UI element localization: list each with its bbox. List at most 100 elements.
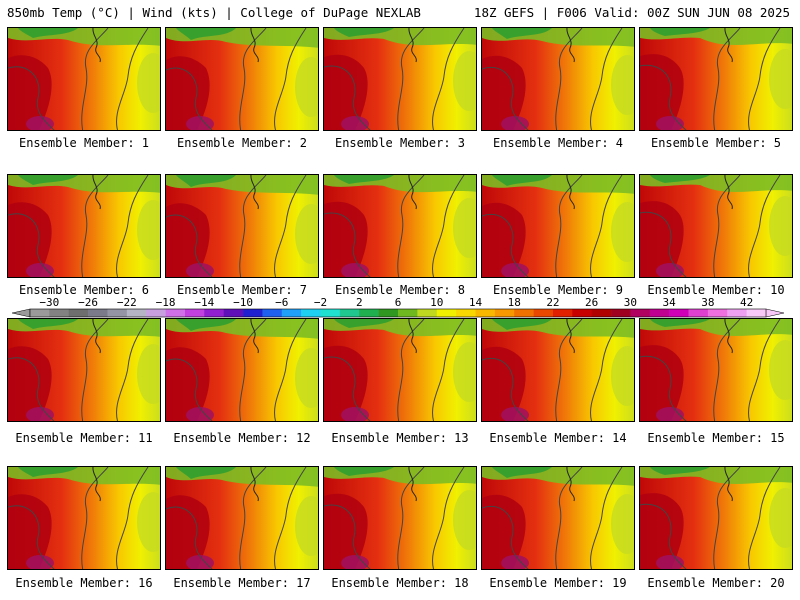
ensemble-map-panel — [639, 174, 793, 278]
ensemble-member-label: Ensemble Member: 13 — [331, 431, 469, 445]
colorbar-swatch — [669, 309, 689, 317]
ensemble-map-panel — [481, 27, 635, 131]
ensemble-member-label: Ensemble Member: 6 — [18, 283, 150, 297]
ensemble-member-label: Ensemble Member: 10 — [647, 283, 785, 297]
colorbar-swatch — [68, 309, 89, 317]
colorbar-swatch — [184, 309, 205, 317]
colorbar-swatch — [533, 309, 554, 317]
colorbar-swatch — [88, 309, 108, 317]
colorbar-swatch — [649, 309, 670, 317]
colorbar-swatch — [320, 309, 341, 317]
colorbar-tick-label: 34 — [663, 296, 677, 309]
ensemble-map-panel — [481, 174, 635, 278]
colorbar-swatch — [243, 309, 263, 317]
ensemble-map-panel — [7, 466, 161, 570]
ensemble-member-label: Ensemble Member: 17 — [173, 576, 311, 590]
ensemble-member-label: Ensemble Member: 18 — [331, 576, 469, 590]
colorbar-swatch — [591, 309, 612, 317]
ensemble-member-label: Ensemble Member: 14 — [489, 431, 627, 445]
ensemble-map-panel — [639, 27, 793, 131]
ensemble-map-panel — [165, 27, 319, 131]
ensemble-member-label: Ensemble Member: 4 — [492, 136, 624, 150]
colorbar-swatch — [475, 309, 496, 317]
ensemble-map-panel — [323, 466, 477, 570]
colorbar-tick-label: −10 — [233, 296, 253, 309]
ensemble-map-panel — [481, 466, 635, 570]
ensemble-member-label: Ensemble Member: 5 — [650, 136, 782, 150]
colorbar-tick-label: −14 — [194, 296, 214, 309]
map-title: 850mb Temp (°C) | Wind (kts) | College o… — [7, 5, 421, 20]
ensemble-member-label: Ensemble Member: 15 — [647, 431, 785, 445]
temperature-colorbar: −30 −26 −22 −18 −14 −10 −6 −2 2 6 10 14 18 22 26 30 34 38… — [11, 296, 785, 318]
ensemble-member-label: Ensemble Member: 9 — [492, 283, 624, 297]
ensemble-member-label: Ensemble Member: 11 — [15, 431, 153, 445]
colorbar-swatch — [339, 309, 360, 317]
colorbar-tick-label: 18 — [508, 296, 521, 309]
colorbar-swatch — [494, 309, 515, 317]
colorbar-swatch — [204, 309, 224, 317]
colorbar-swatch — [707, 309, 728, 317]
colorbar-swatch — [223, 309, 244, 317]
colorbar-tick-label: 30 — [624, 296, 637, 309]
colorbar-swatch — [398, 309, 418, 317]
colorbar-swatch — [436, 309, 457, 317]
colorbar-swatch — [611, 309, 631, 317]
colorbar-swatch — [126, 309, 147, 317]
colorbar-swatch — [727, 309, 747, 317]
ensemble-map-panel — [165, 174, 319, 278]
colorbar-swatch — [630, 309, 651, 317]
ensemble-member-label: Ensemble Member: 20 — [647, 576, 785, 590]
ensemble-member-label: Ensemble Member: 8 — [334, 283, 466, 297]
colorbar-swatch — [417, 309, 438, 317]
colorbar-tick-label: 42 — [740, 296, 753, 309]
colorbar-tick-label: 22 — [546, 296, 559, 309]
colorbar-tick-label: 38 — [701, 296, 714, 309]
colorbar-swatch — [572, 309, 592, 317]
colorbar-swatch — [30, 309, 50, 317]
ensemble-member-label: Ensemble Member: 16 — [15, 576, 153, 590]
ensemble-member-label: Ensemble Member: 7 — [176, 283, 308, 297]
colorbar-swatch — [359, 309, 379, 317]
colorbar-swatch — [688, 309, 709, 317]
ensemble-map-panel — [323, 27, 477, 131]
colorbar-tick-label: 26 — [585, 296, 598, 309]
colorbar-tick-label: −30 — [39, 296, 59, 309]
ensemble-member-label: Ensemble Member: 12 — [173, 431, 311, 445]
ensemble-member-label: Ensemble Member: 3 — [334, 136, 466, 150]
ensemble-map-panel — [323, 174, 477, 278]
ensemble-map-panel — [639, 318, 793, 422]
colorbar-swatch — [165, 309, 186, 317]
ensemble-map-panel — [481, 318, 635, 422]
colorbar-tick-label: 2 — [356, 296, 363, 309]
colorbar-tick-label: 14 — [469, 296, 483, 309]
colorbar-max-arrow — [765, 308, 785, 318]
ensemble-map-panel — [7, 174, 161, 278]
colorbar-swatch — [746, 309, 767, 317]
colorbar-tick-label: −18 — [156, 296, 176, 309]
ensemble-member-label: Ensemble Member: 1 — [18, 136, 150, 150]
ensemble-map-panel — [323, 318, 477, 422]
colorbar-swatch — [49, 309, 70, 317]
ensemble-map-panel — [7, 27, 161, 131]
colorbar-swatch — [146, 309, 166, 317]
colorbar-tick-label: −6 — [275, 296, 288, 309]
ensemble-map-panel — [165, 318, 319, 422]
colorbar-swatch — [107, 309, 128, 317]
colorbar-tick-label: 6 — [395, 296, 402, 309]
colorbar-swatch — [552, 309, 573, 317]
colorbar-tick-label: −22 — [117, 296, 137, 309]
ensemble-map-panel — [165, 466, 319, 570]
colorbar-swatch — [281, 309, 302, 317]
colorbar-min-arrow — [11, 308, 31, 318]
colorbar-swatch — [378, 309, 399, 317]
colorbar-tick-label: −26 — [78, 296, 98, 309]
ensemble-map-panel — [7, 318, 161, 422]
colorbar-tick-label: −2 — [314, 296, 327, 309]
colorbar-tick-label: 10 — [430, 296, 443, 309]
colorbar-swatch — [301, 309, 321, 317]
run-valid-time: 18Z GEFS | F006 Valid: 00Z SUN JUN 08 20… — [473, 5, 790, 20]
colorbar-swatch — [262, 309, 283, 317]
colorbar-swatch — [456, 309, 476, 317]
ensemble-member-label: Ensemble Member: 19 — [489, 576, 627, 590]
ensemble-map-panel — [639, 466, 793, 570]
